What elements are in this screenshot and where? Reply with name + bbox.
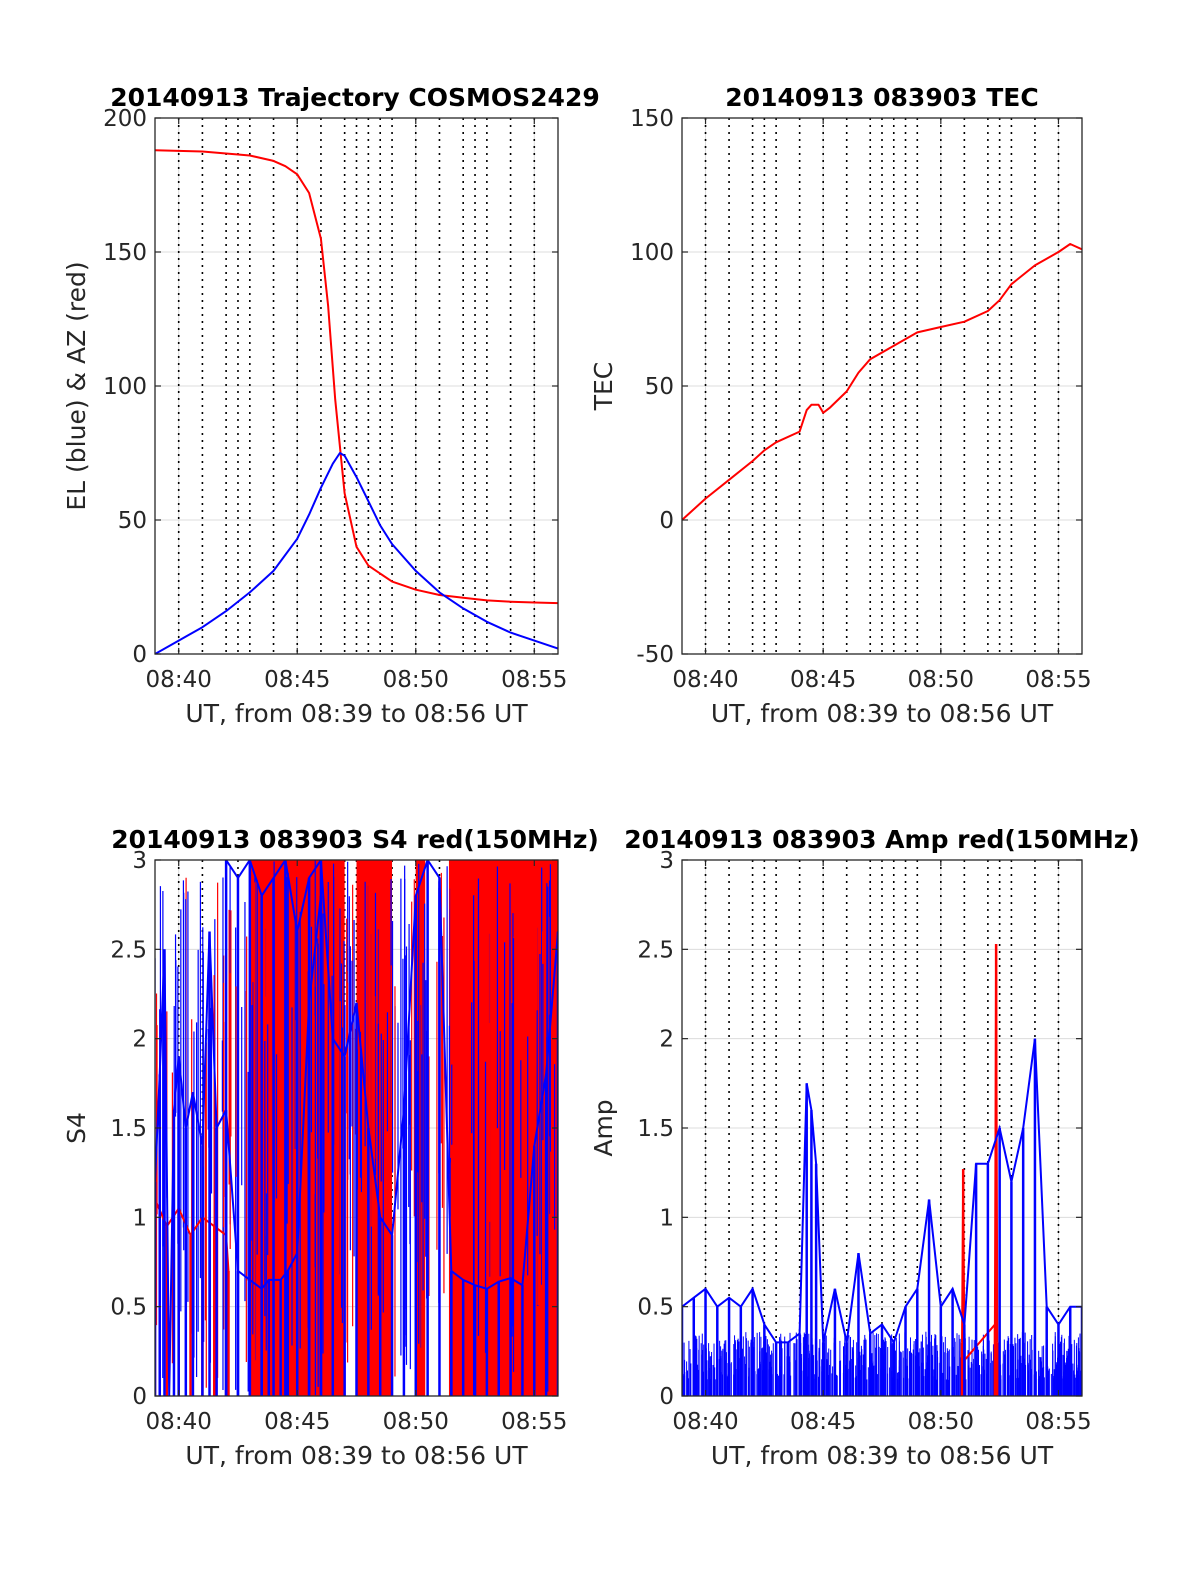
x-tick-label: 08:55	[501, 1409, 567, 1435]
series-0-line	[682, 243, 1082, 521]
series-6-line	[225, 860, 453, 1271]
y-tick-label: 0.5	[110, 1295, 147, 1321]
y-tick-label: 0	[659, 1384, 674, 1410]
y-tick-label: 2.5	[110, 937, 147, 963]
y-tick-label: 1.5	[637, 1116, 674, 1142]
y-tick-label: 0.5	[637, 1295, 674, 1321]
chart-title: 20140913 Trajectory COSMOS2429	[110, 83, 600, 112]
y-axis-label: Amp	[589, 1099, 618, 1156]
amp-panel: 0 0.5 1 1.5 2 2.5 3 08:40 08:45 08:50 08:55 2014091…	[589, 825, 1140, 1470]
y-tick-label: 150	[103, 240, 147, 266]
plot-content	[155, 149, 558, 654]
trajectory-panel: 0 50 100 150 200 08:40 08:45 08:50 08:55 20140913…	[62, 83, 600, 728]
x-tick-label: 08:40	[672, 667, 738, 693]
y-tick-label: 2	[659, 1027, 674, 1053]
chart-title: 20140913 083903 S4 red(150MHz)	[111, 825, 599, 854]
y-tick-label: 0	[132, 1384, 147, 1410]
series-0-line	[155, 1199, 230, 1271]
x-tick-label: 08:40	[672, 1409, 738, 1435]
y-axis-label: TEC	[589, 362, 618, 412]
y-tick-label: 2	[132, 1027, 147, 1053]
chart-title: 20140913 083903 TEC	[725, 83, 1038, 112]
y-tick-label: 50	[645, 374, 674, 400]
plot-content	[155, 860, 558, 1396]
y-axis-label: S4	[62, 1112, 91, 1144]
y-tick-label: 3	[132, 848, 147, 874]
y-tick-label: 200	[103, 106, 147, 132]
series-4-line	[450, 931, 558, 1290]
x-tick-label: 08:40	[146, 667, 212, 693]
y-tick-label: 1.5	[110, 1116, 147, 1142]
y-tick-label: 0	[659, 508, 674, 534]
y-tick-label: 0	[132, 642, 147, 668]
y-tick-label: 100	[103, 374, 147, 400]
y-tick-label: 1	[659, 1205, 674, 1231]
y-tick-label: 2.5	[637, 937, 674, 963]
x-tick-label: 08:50	[908, 667, 974, 693]
x-tick-label: 08:50	[383, 1409, 449, 1435]
x-tick-label: 08:50	[908, 1409, 974, 1435]
y-tick-label: 1	[132, 1205, 147, 1231]
x-tick-label: 08:40	[146, 1409, 212, 1435]
s4-panel: 0 0.5 1 1.5 2 2.5 3 08:40 08:45 08:50 08:55 2014091…	[62, 825, 599, 1470]
x-tick-label: 08:45	[264, 1409, 330, 1435]
x-tick-label: 08:55	[1025, 667, 1091, 693]
x-tick-label: 08:45	[790, 667, 856, 693]
x-axis-label: UT, from 08:39 to 08:56 UT	[711, 699, 1054, 728]
x-tick-label: 08:55	[501, 667, 567, 693]
series-1-line	[155, 452, 558, 654]
y-axis-label: EL (blue) & AZ (red)	[62, 261, 91, 510]
y-tick-label: 100	[630, 240, 674, 266]
x-tick-label: 08:45	[264, 667, 330, 693]
x-axis-label: UT, from 08:39 to 08:56 UT	[185, 699, 528, 728]
x-tick-label: 08:55	[1025, 1409, 1091, 1435]
series-0-line	[155, 149, 558, 605]
y-tick-label: 50	[118, 508, 147, 534]
tec-panel: -50 0 50 100 150 08:40 08:45 08:50 08:55 20140913…	[589, 83, 1092, 728]
chart-title: 20140913 083903 Amp red(150MHz)	[624, 825, 1140, 854]
x-tick-label: 08:50	[383, 667, 449, 693]
x-axis-label: UT, from 08:39 to 08:56 UT	[711, 1441, 1054, 1470]
x-axis-label: UT, from 08:39 to 08:56 UT	[185, 1441, 528, 1470]
y-tick-label: 3	[659, 848, 674, 874]
plot-content	[682, 943, 1082, 1396]
y-tick-label: 150	[630, 106, 674, 132]
plot-content	[682, 243, 1082, 521]
y-tick-label: -50	[636, 642, 674, 668]
x-tick-label: 08:45	[790, 1409, 856, 1435]
